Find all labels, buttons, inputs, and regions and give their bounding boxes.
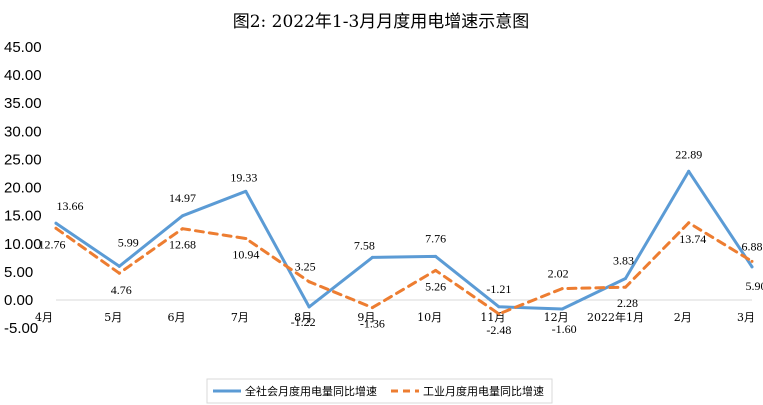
data-label: 13.66 <box>57 199 84 213</box>
data-point <box>434 268 438 272</box>
data-label: 5.99 <box>118 235 139 249</box>
data-label: -1.21 <box>486 282 511 296</box>
data-label: -2.48 <box>486 323 511 337</box>
data-point <box>181 227 185 231</box>
x-tick-label: 2月 <box>674 311 692 324</box>
y-tick-label: 0.00 <box>4 292 33 309</box>
y-tick-label: 30.00 <box>4 123 42 140</box>
data-label: 2.28 <box>617 296 638 310</box>
data-label: 12.76 <box>39 237 66 251</box>
data-point <box>370 255 374 259</box>
data-point <box>307 305 311 309</box>
data-point <box>687 221 691 225</box>
data-point <box>117 271 121 275</box>
x-tick-label: 5月 <box>104 311 122 324</box>
series-layer <box>54 169 754 316</box>
y-tick-label: 20.00 <box>4 180 42 197</box>
y-axis: -5.00 0.00 5.00 10.00 15.00 20.00 25.00 30.00 35… <box>4 39 42 337</box>
x-tick-label: 10月 <box>417 311 442 324</box>
data-label: 4.76 <box>111 283 132 297</box>
data-point <box>54 221 58 225</box>
legend-label: 全社会月度用电量同比增速 <box>245 384 377 398</box>
data-point <box>623 285 627 289</box>
x-axis: 4月 5月 6月 7月 8月 9月 10月 11月 12月 2022年1月 2月 3月 <box>35 299 755 324</box>
data-point <box>560 287 564 291</box>
y-tick-label: 25.00 <box>4 151 42 168</box>
x-tick-label: 6月 <box>168 311 186 324</box>
data-label: 10.94 <box>232 247 259 261</box>
data-label: 3.25 <box>295 260 316 274</box>
data-point <box>497 305 501 309</box>
x-tick-label: 9月 <box>357 311 375 324</box>
series-line-0 <box>54 169 754 311</box>
data-point <box>623 276 627 280</box>
data-point <box>560 307 564 311</box>
data-label: 12.68 <box>169 238 196 252</box>
data-label: 5.90 <box>746 279 763 293</box>
data-point <box>687 169 691 173</box>
series-line-1 <box>54 221 754 316</box>
data-label: 7.76 <box>425 231 446 245</box>
data-point <box>181 214 185 218</box>
data-label: 13.74 <box>679 232 706 246</box>
data-label: -1.22 <box>291 315 316 329</box>
x-tick-label: 12月 <box>544 311 569 324</box>
data-label: 5.26 <box>425 279 446 293</box>
data-label: 14.97 <box>169 191 196 205</box>
data-point <box>370 306 374 310</box>
data-point <box>244 236 248 240</box>
data-point <box>497 312 501 316</box>
y-tick-label: 15.00 <box>4 208 42 225</box>
data-label: 2.02 <box>548 267 569 281</box>
data-point <box>750 259 754 263</box>
data-point <box>434 254 438 258</box>
y-tick-label: 5.00 <box>4 264 33 281</box>
x-tick-label: 2022年1月 <box>587 310 644 324</box>
data-point <box>54 226 58 230</box>
data-label: 22.89 <box>675 147 702 161</box>
data-point <box>307 280 311 284</box>
data-label: 6.88 <box>742 239 763 253</box>
data-point <box>244 189 248 193</box>
data-label: -1.36 <box>360 317 385 331</box>
y-tick-label: 10.00 <box>4 236 42 253</box>
data-label: 19.33 <box>230 170 257 184</box>
legend: 全社会月度用电量同比增速 工业月度用电量同比增速 <box>206 378 553 404</box>
data-point <box>750 265 754 269</box>
y-tick-label: 35.00 <box>4 95 42 112</box>
y-tick-label: 45.00 <box>4 39 42 56</box>
data-labels: 13.66 5.99 14.97 19.33 -1.22 7.58 7.76 -1.21 -1.… <box>39 147 763 337</box>
data-label: -1.60 <box>552 322 577 336</box>
y-tick-label: 40.00 <box>4 67 42 84</box>
x-tick-label: 8月 <box>294 311 312 324</box>
legend-label: 工业月度用电量同比增速 <box>423 384 544 398</box>
x-tick-label: 4月 <box>35 311 53 324</box>
x-tick-label: 7月 <box>231 311 249 324</box>
legend-box <box>206 378 553 404</box>
data-point <box>117 264 121 268</box>
x-tick-label: 3月 <box>737 311 755 324</box>
data-label: 7.58 <box>354 238 375 252</box>
y-tick-label: -5.00 <box>4 320 38 337</box>
chart-title: 图2: 2022年1-3月月度用电增速示意图 <box>233 12 530 32</box>
data-label: 3.83 <box>613 253 634 267</box>
